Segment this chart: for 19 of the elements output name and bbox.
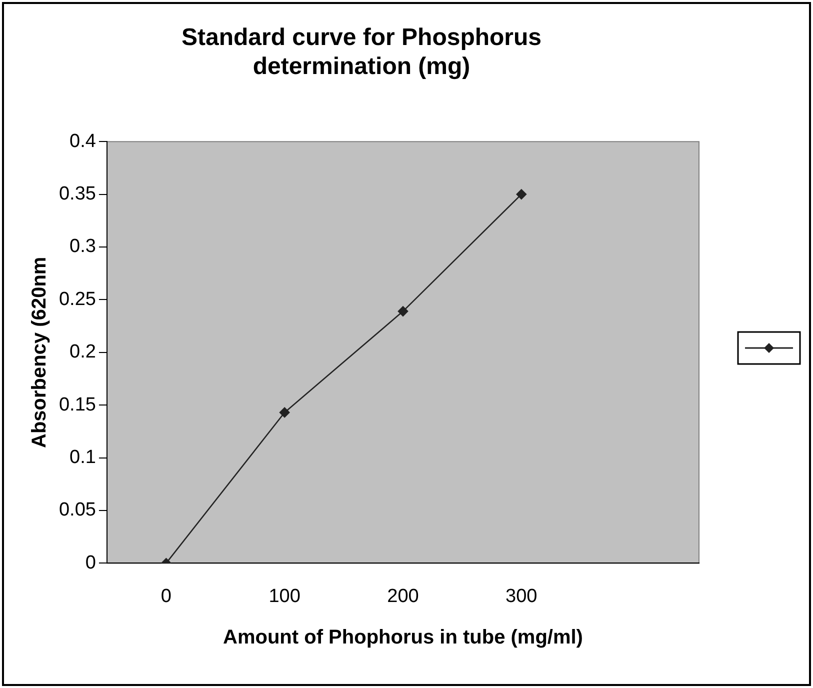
x-axis-title: Amount of Phophorus in tube (mg/ml) (223, 626, 583, 649)
chart-title: Standard curve for Phosphorus determination (mg) (181, 24, 542, 80)
x-tick-label: 300 (506, 586, 538, 607)
y-axis-title: Absorbency (620nm (28, 256, 51, 448)
point (516, 189, 527, 200)
y-tick-label: 0.1 (70, 447, 96, 468)
y-tick-label: 0.3 (70, 236, 96, 258)
y-tick-label: 0.4 (70, 130, 96, 152)
x-tick-label: 100 (268, 586, 300, 607)
x-tick-label: 0 (160, 586, 172, 607)
y-tick-label: 0.25 (58, 288, 96, 310)
y-tick-label: 0.35 (58, 184, 96, 205)
point (279, 407, 290, 418)
y-tick-label: 0.05 (58, 500, 96, 521)
point (398, 306, 408, 316)
y-tick-label: 0 (85, 552, 96, 574)
y-tick-label: 0.15 (58, 394, 96, 416)
x-tick-label: 200 (387, 586, 419, 607)
y-tick-label: 0.2 (70, 342, 96, 363)
